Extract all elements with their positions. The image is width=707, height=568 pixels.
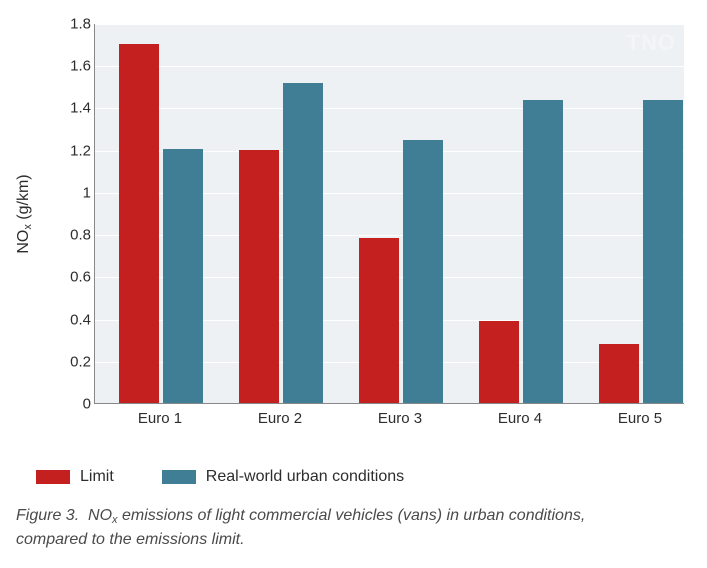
x-tick-label: Euro 5 — [618, 410, 662, 427]
gridline — [95, 108, 684, 109]
nox-emissions-chart: TNO NOx (g/km) 00.20.40.60.811.21.41.61.… — [16, 16, 691, 456]
y-tick-label: 0.6 — [21, 269, 91, 286]
legend-item: Real-world urban conditions — [162, 468, 404, 486]
y-tick-label: 0.2 — [21, 353, 91, 370]
x-tick-label: Euro 1 — [138, 410, 182, 427]
bar-limit — [359, 238, 399, 403]
figure-caption: Figure 3. NOx emissions of light commerc… — [16, 504, 656, 552]
bar-limit — [599, 344, 639, 403]
y-tick-label: 1.6 — [21, 58, 91, 75]
bar-real-world-urban-conditions — [403, 140, 443, 403]
y-tick-label: 1.4 — [21, 100, 91, 117]
y-tick-label: 0 — [21, 396, 91, 413]
bar-limit — [119, 44, 159, 403]
bar-real-world-urban-conditions — [643, 100, 683, 403]
legend-label: Real-world urban conditions — [206, 468, 404, 486]
legend-swatch — [36, 470, 70, 484]
bar-real-world-urban-conditions — [283, 83, 323, 403]
watermark-tno: TNO — [627, 30, 676, 56]
legend-item: Limit — [36, 468, 114, 486]
y-tick-label: 1.2 — [21, 142, 91, 159]
y-tick-label: 1.8 — [21, 16, 91, 33]
plot-area: TNO — [94, 24, 684, 404]
legend-label: Limit — [80, 468, 114, 486]
x-tick-label: Euro 2 — [258, 410, 302, 427]
y-tick-label: 0.8 — [21, 227, 91, 244]
y-tick-label: 1 — [21, 184, 91, 201]
x-tick-label: Euro 3 — [378, 410, 422, 427]
bar-real-world-urban-conditions — [163, 149, 203, 403]
bar-real-world-urban-conditions — [523, 100, 563, 403]
bar-limit — [239, 150, 279, 403]
legend-swatch — [162, 470, 196, 484]
y-tick-label: 0.4 — [21, 311, 91, 328]
legend: Limit Real-world urban conditions — [36, 464, 691, 486]
gridline — [95, 24, 684, 25]
gridline — [95, 66, 684, 67]
x-tick-label: Euro 4 — [498, 410, 542, 427]
bar-limit — [479, 321, 519, 403]
